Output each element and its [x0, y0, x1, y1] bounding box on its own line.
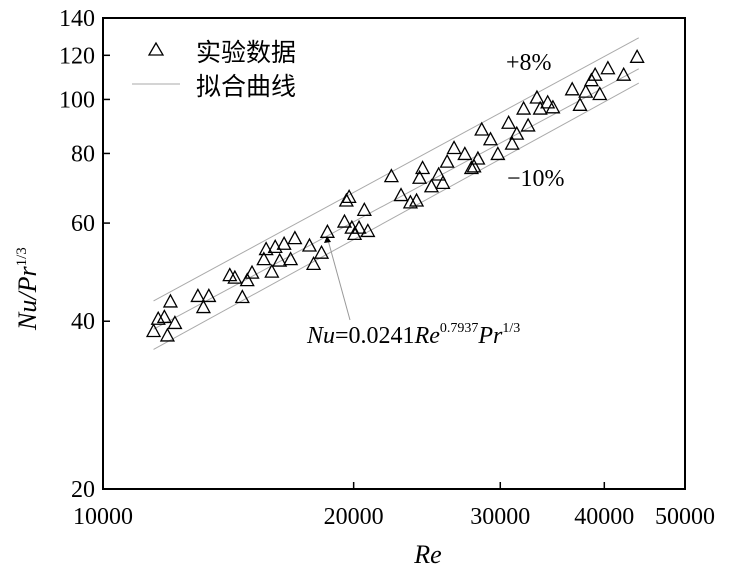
fit-line — [153, 68, 640, 330]
data-point-triangle — [256, 251, 272, 266]
data-point-triangle — [283, 251, 299, 266]
data-point-triangle — [457, 146, 473, 161]
data-point-triangle — [490, 146, 506, 161]
x-tick-label: 50000 — [655, 504, 715, 530]
data-point-triangle — [201, 288, 217, 303]
data-point-triangle — [195, 299, 211, 314]
data-point-triangle — [244, 264, 260, 279]
data-point-triangle — [264, 263, 280, 278]
data-point-triangle — [272, 252, 288, 267]
data-point-triangle — [572, 96, 588, 111]
x-axis-ticks: 10000 20000 30000 40000 50000 — [73, 482, 715, 530]
lower-band-label: −10% — [507, 166, 565, 192]
x-tick-label: 40000 — [574, 504, 634, 530]
data-point-triangle — [338, 192, 354, 207]
data-point-triangle — [313, 244, 330, 259]
data-point-triangle — [227, 269, 243, 284]
lower-band-line — [153, 82, 640, 350]
legend-marker-triangle — [147, 41, 165, 56]
data-point-triangle — [529, 89, 545, 104]
data-point-triangle — [162, 293, 179, 308]
data-point-triangle — [446, 140, 462, 155]
x-tick-label: 20000 — [324, 504, 384, 530]
y-tick-label: 100 — [59, 87, 95, 113]
y-axis-title: Nu/Pr1/3 — [13, 247, 42, 331]
data-point-triangle — [258, 241, 274, 256]
data-point-triangle — [540, 94, 556, 109]
data-point-triangle — [167, 315, 183, 330]
y-tick-label: 120 — [59, 43, 95, 69]
data-point-triangle — [423, 178, 440, 193]
legend: 实验数据 拟合曲线 — [132, 38, 296, 101]
data-point-triangle — [222, 267, 238, 282]
upper-band-label: +8% — [506, 50, 552, 76]
data-point-triangle — [578, 83, 594, 98]
data-point-triangle — [592, 86, 608, 101]
data-point-triangle — [435, 174, 451, 189]
data-point-triangle — [402, 194, 419, 209]
data-point-triangle — [159, 327, 176, 342]
data-point-triangle — [393, 187, 409, 202]
data-point-triangle — [190, 288, 206, 303]
x-axis-title: Re — [413, 540, 441, 569]
y-tick-label: 140 — [59, 6, 95, 32]
data-point-triangle — [482, 131, 499, 146]
data-point-triangle — [600, 60, 616, 75]
data-point-triangle — [616, 66, 632, 81]
data-point-triangle — [545, 99, 561, 114]
y-axis-ticks: 20 40 60 80 100 120 140 — [59, 6, 110, 503]
plot-frame — [102, 17, 686, 490]
data-point-triangle — [474, 121, 490, 136]
data-point-triangle — [341, 189, 357, 204]
y-tick-label: 20 — [71, 477, 95, 503]
legend-label-data: 实验数据 — [196, 38, 296, 67]
data-point-triangle — [301, 237, 318, 252]
data-point-triangle — [287, 230, 303, 245]
data-point-triangle — [439, 153, 455, 168]
data-points — [145, 48, 645, 342]
data-point-triangle — [516, 100, 532, 115]
equation-pointer-line — [327, 239, 351, 321]
data-point-triangle — [360, 223, 376, 238]
data-point-triangle — [504, 135, 520, 150]
y-tick-label: 40 — [71, 309, 95, 335]
data-point-triangle — [305, 256, 322, 271]
data-point-triangle — [587, 66, 603, 81]
data-point-triangle — [408, 192, 425, 207]
y-tick-label: 60 — [71, 211, 95, 237]
data-point-triangle — [520, 117, 536, 132]
equation-pointer-arrowhead — [324, 236, 331, 243]
data-point-triangle — [150, 310, 166, 325]
data-point-triangle — [383, 168, 399, 183]
data-point-triangle — [414, 160, 431, 175]
data-point-triangle — [411, 169, 428, 184]
legend-label-fit: 拟合曲线 — [196, 72, 296, 101]
data-point-triangle — [156, 309, 172, 324]
data-point-triangle — [466, 158, 482, 173]
x-tick-label: 10000 — [73, 504, 133, 530]
data-point-triangle — [356, 201, 372, 217]
data-point-triangle — [336, 213, 353, 228]
data-point-triangle — [564, 81, 580, 96]
data-point-triangle — [234, 289, 250, 304]
fit-equation: Nu=0.0241Re0.7937Pr1/3 — [306, 321, 520, 349]
x-tick-label: 30000 — [470, 504, 530, 530]
data-point-triangle — [470, 150, 486, 165]
y-tick-label: 80 — [71, 141, 95, 167]
data-point-triangle — [463, 160, 480, 175]
data-point-triangle — [239, 272, 255, 287]
data-point-triangle — [145, 323, 162, 338]
data-point-triangle — [431, 166, 447, 181]
data-point-triangle — [509, 125, 525, 140]
upper-band-line — [153, 37, 640, 302]
y-axis-title-superscript: 1/3 — [14, 247, 30, 266]
data-point-triangle — [351, 219, 367, 234]
data-point-triangle — [276, 235, 292, 250]
data-point-triangle — [629, 48, 645, 63]
data-point-triangle — [501, 114, 517, 129]
